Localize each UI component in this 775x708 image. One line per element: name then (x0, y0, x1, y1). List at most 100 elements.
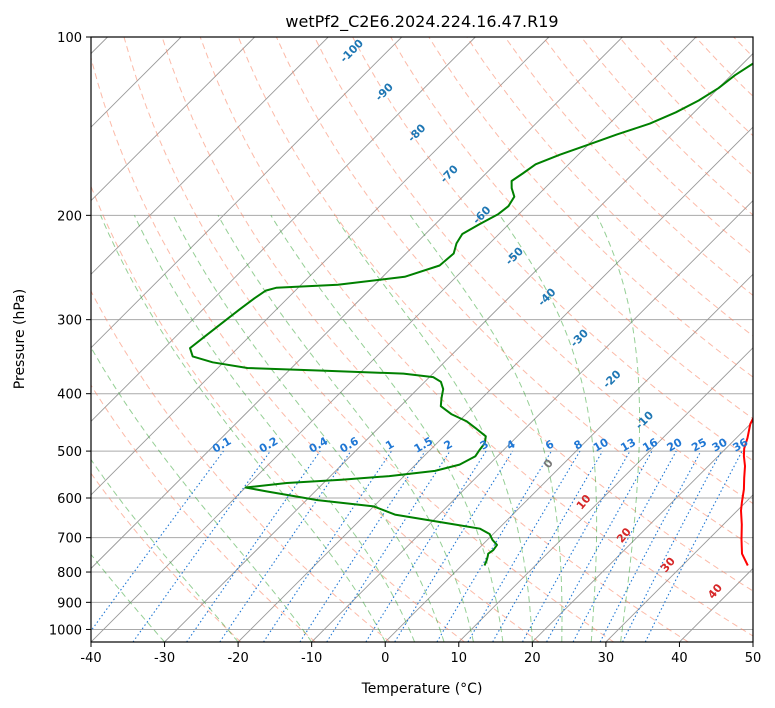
isotherm-line (91, 37, 329, 275)
mixing-ratio-label: 0.4 (307, 434, 331, 455)
isotherm-line (91, 37, 403, 349)
moist-adiabat-label: 20 (614, 525, 634, 545)
mixing-ratio-label: 25 (689, 436, 709, 455)
moist-adiabat (409, 215, 563, 642)
moist-adiabat (91, 346, 313, 642)
moist-adiabat (100, 215, 386, 642)
dry-adiabat (123, 37, 614, 642)
dry-adiabat-label: -60 (470, 203, 493, 226)
y-tick-label: 500 (57, 445, 82, 460)
moist-adiabat-label: 10 (574, 492, 594, 512)
dry-adiabat (695, 37, 753, 97)
dry-adiabat (199, 37, 753, 637)
x-tick-label: 40 (671, 651, 688, 666)
mixing-ratio-line (546, 450, 653, 642)
mixing-ratio-label: 0.1 (210, 435, 233, 456)
mixing-ratio-label: 2 (442, 438, 455, 453)
x-tick-label: 20 (524, 651, 541, 666)
x-tick-label: -20 (227, 651, 248, 666)
dry-adiabat (91, 384, 316, 642)
mixing-ratio-label: 8 (572, 438, 585, 453)
mixing-ratio-line (91, 450, 224, 632)
dry-adiabat (466, 37, 753, 337)
isotherm-line (237, 126, 753, 642)
dry-adiabat (733, 37, 753, 58)
isotherm-line (605, 494, 753, 642)
dry-adiabat-label: -50 (503, 244, 526, 267)
isotherm-line (384, 273, 753, 642)
mixing-ratio-line (394, 450, 514, 642)
x-tick-label: 50 (745, 651, 762, 666)
x-tick-label: -40 (80, 651, 101, 666)
isotherm-line (311, 200, 753, 642)
moist-adiabat-label: 40 (705, 581, 725, 601)
mixing-ratio-line (599, 450, 702, 642)
x-tick-label: -30 (154, 651, 175, 666)
y-tick-label: 900 (57, 596, 82, 611)
profile-series (189, 62, 753, 566)
y-tick-label: 1000 (49, 623, 82, 638)
moist-adiabat (217, 215, 474, 642)
dry-adiabat (428, 37, 753, 378)
mixing-ratio-label: 4 (504, 437, 517, 452)
isotherm-line (679, 567, 753, 642)
dry-adiabat-label: -70 (438, 162, 461, 185)
y-tick-label: 400 (57, 388, 82, 403)
isotherm-line (752, 641, 753, 642)
dry-adiabat (390, 37, 753, 420)
dry-adiabat-label: -40 (535, 285, 558, 308)
dry-adiabat-label: -20 (600, 367, 623, 390)
mixing-ratio-label: 10 (591, 435, 611, 454)
x-tick-label: 30 (598, 651, 615, 666)
isotherm-line (91, 37, 697, 642)
dry-adiabat-label: -90 (373, 80, 396, 103)
mixing-ratio-line (326, 450, 451, 642)
moist-adiabat (596, 215, 641, 642)
moist-adiabat (91, 553, 165, 642)
mixing-ratio-label: 1.5 (412, 435, 435, 456)
mixing-ratio-line (522, 450, 631, 642)
mixing-ratio-label: 6 (543, 437, 556, 452)
plot-frame (90, 36, 754, 643)
dry-adiabat-label: -30 (568, 326, 591, 349)
dry-adiabat (91, 472, 242, 642)
x-tick-label: -10 (301, 651, 322, 666)
moist-adiabat (133, 215, 416, 642)
dry-adiabat-label: -80 (405, 121, 428, 144)
y-tick-label: 200 (57, 209, 82, 224)
mixing-ratio-line (186, 450, 321, 642)
y-tick-label: 300 (57, 314, 82, 329)
dry-adiabat (91, 290, 391, 642)
y-axis: 100 200 300 400 500 600 700 800 900 1000 (49, 31, 91, 638)
y-tick-label: 600 (57, 492, 82, 507)
mixing-ratio-label: 0.2 (257, 435, 280, 456)
isotherm-line (91, 37, 550, 496)
mixing-ratio-line (299, 450, 426, 642)
dry-adiabat (91, 185, 465, 642)
dry-adiabat (91, 55, 540, 642)
mixing-ratio-line (219, 450, 352, 642)
mixing-ratio-label: 30 (710, 435, 730, 454)
mixing-ratio-line (263, 450, 392, 642)
dry-adiabat-label: -10 (633, 408, 656, 431)
dry-adiabat (504, 37, 753, 296)
mixing-ratio-label: 20 (665, 435, 685, 454)
x-axis: -40 -30 -20 -10 0 10 20 30 40 50 (80, 642, 761, 666)
background-grid (91, 37, 753, 642)
dry-adiabat (161, 37, 689, 642)
y-tick-label: 700 (57, 532, 82, 547)
mixing-ratio-line (572, 450, 677, 642)
dry-adiabat (657, 37, 753, 137)
isotherm-line (91, 37, 623, 570)
isotherm-line (532, 420, 753, 642)
y-tick-label: 800 (57, 566, 82, 581)
mixing-ratio-label: 13 (618, 436, 638, 455)
mixing-ratio-line (365, 450, 487, 642)
moist-adiabat (333, 215, 533, 642)
moist-adiabat (499, 215, 598, 642)
dry-adiabat (580, 37, 753, 216)
moist-adiabat (91, 458, 239, 642)
x-tick-label: 0 (381, 651, 389, 666)
dry-adiabat (352, 37, 753, 462)
y-tick-label: 100 (57, 31, 82, 46)
